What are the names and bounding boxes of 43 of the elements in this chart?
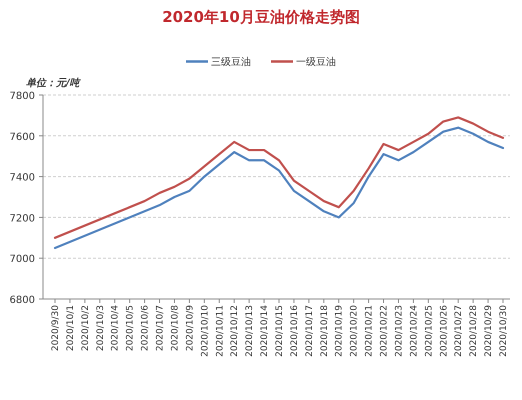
x-tick-label: 2020/10/19: [334, 304, 345, 357]
x-tick-label: 2020/9/30: [51, 304, 61, 352]
x-tick-label: 2020/10/20: [350, 304, 360, 357]
x-tick-label: 2020/10/14: [260, 304, 270, 357]
x-tick-label: 2020/10/5: [126, 305, 136, 352]
x-tick-label: 2020/10/11: [215, 305, 226, 357]
y-tick-label: 7800: [10, 91, 35, 102]
legend-label: 一级豆油: [296, 56, 336, 68]
y-tick-label: 7200: [10, 213, 35, 224]
line-series: [54, 126, 504, 250]
x-tick-label: 2020/10/29: [484, 304, 494, 357]
x-tick-label: 2020/10/28: [469, 304, 480, 357]
x-tick-label: 2020/10/25: [424, 305, 434, 357]
x-tick-label: 2020/10/4: [110, 304, 121, 352]
x-tick-label: 2020/10/6: [140, 304, 151, 352]
x-tick-label: 2020/10/23: [394, 305, 404, 357]
y-tick-label: 7600: [10, 132, 35, 143]
x-tick-label: 2020/10/30: [499, 304, 509, 357]
y-tick-label: 7400: [10, 172, 35, 184]
legend-label: 三级豆油: [211, 56, 251, 68]
x-tick-label: 2020/10/15: [275, 305, 285, 357]
x-tick-label: 2020/10/17: [304, 305, 315, 357]
x-tick-label: 2020/10/7: [156, 305, 166, 352]
x-tick-label: 2020/10/10: [200, 304, 210, 357]
y-axis-title: 单位：元/吨: [26, 77, 82, 89]
line-series: [54, 116, 504, 239]
x-tick-label: 2020/10/26: [439, 304, 450, 357]
x-tick-label: 2020/10/27: [454, 305, 464, 357]
x-tick-label: 2020/10/1: [66, 305, 76, 352]
x-tick-label: 2020/10/21: [364, 305, 375, 357]
y-tick-label: 6800: [10, 295, 35, 306]
x-tick-label: 2020/10/3: [96, 305, 106, 352]
x-tick-label: 2020/10/16: [290, 304, 300, 357]
chart-title: 2020年10月豆油价格走势图: [162, 8, 360, 26]
x-tick-label: 2020/10/22: [380, 305, 390, 357]
x-tick-label: 2020/10/8: [170, 304, 180, 352]
x-tick-label: 2020/10/2: [80, 305, 91, 352]
x-tick-label: 2020/10/24: [409, 304, 420, 357]
x-tick-label: 2020/10/18: [320, 304, 330, 357]
x-tick-label: 2020/10/9: [185, 304, 196, 352]
y-tick-label: 7000: [10, 254, 35, 266]
x-tick-label: 2020/10/13: [245, 305, 256, 357]
x-tick-label: 2020/10/12: [230, 305, 240, 357]
